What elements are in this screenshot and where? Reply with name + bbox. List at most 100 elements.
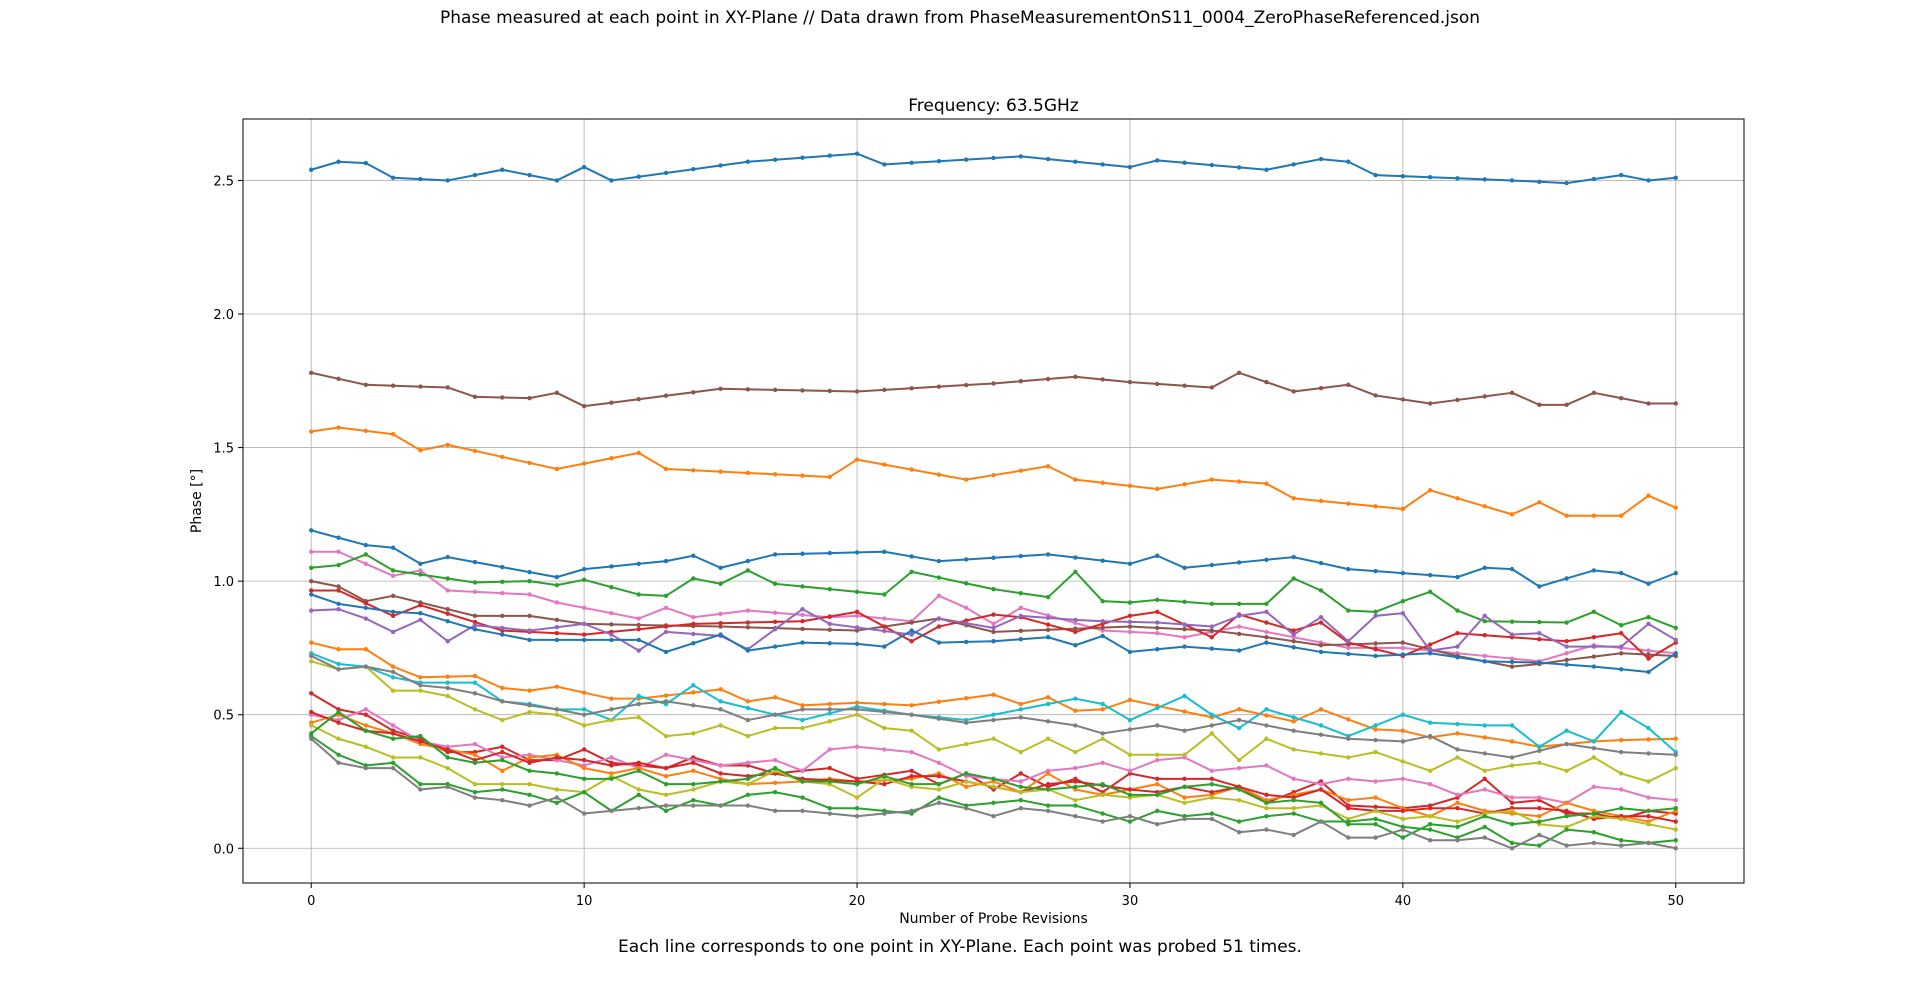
data-point	[1591, 755, 1597, 760]
data-point	[854, 814, 860, 819]
data-point	[1455, 631, 1460, 636]
data-point	[1673, 765, 1678, 771]
data-point	[527, 703, 532, 708]
data-point	[1673, 505, 1678, 510]
data-point	[1209, 601, 1215, 607]
series-line-20	[309, 709, 1678, 840]
data-point	[1673, 401, 1678, 406]
data-point	[1482, 633, 1487, 638]
data-point	[1209, 477, 1215, 482]
data-point	[1618, 651, 1624, 656]
data-point	[1564, 180, 1569, 186]
data-point	[691, 631, 696, 637]
data-point	[909, 639, 914, 644]
data-point	[1373, 641, 1378, 646]
data-point	[800, 584, 805, 589]
data-point	[691, 468, 696, 473]
data-point	[418, 602, 423, 608]
data-point	[1373, 822, 1378, 827]
data-point	[1045, 803, 1051, 808]
data-point	[554, 787, 560, 792]
data-point	[1318, 156, 1324, 162]
data-point	[909, 620, 914, 625]
data-point	[636, 592, 641, 597]
data-point	[336, 667, 341, 672]
data-point	[609, 564, 614, 569]
data-point	[827, 550, 832, 556]
data-point	[1509, 619, 1515, 624]
data-point	[1373, 647, 1378, 652]
data-point	[827, 621, 832, 627]
data-point	[1182, 709, 1187, 714]
data-point	[827, 711, 832, 716]
data-point	[663, 605, 669, 611]
data-point	[909, 749, 914, 755]
data-point	[1646, 751, 1651, 756]
data-point	[1127, 792, 1133, 798]
data-point	[309, 578, 314, 584]
data-point	[500, 768, 505, 773]
data-point	[1018, 613, 1023, 619]
data-point	[472, 589, 478, 595]
grid-lines	[243, 119, 1744, 883]
data-point	[445, 442, 450, 448]
data-point	[1618, 771, 1624, 776]
data-point	[827, 701, 832, 707]
data-point	[1209, 776, 1215, 782]
data-point	[772, 789, 778, 795]
data-point	[663, 733, 669, 739]
data-point	[909, 386, 914, 391]
data-point	[1400, 397, 1406, 402]
data-point	[609, 622, 614, 627]
data-point	[1400, 759, 1406, 764]
data-point	[309, 723, 314, 728]
data-point	[718, 632, 723, 637]
data-point	[1373, 613, 1378, 619]
data-point	[527, 760, 532, 765]
data-point	[1373, 609, 1378, 615]
data-point	[1564, 657, 1569, 663]
data-point	[1346, 736, 1351, 741]
data-point	[1209, 385, 1215, 390]
data-point	[1236, 717, 1242, 723]
data-point	[1537, 795, 1542, 800]
data-point	[1564, 728, 1569, 733]
data-point	[1346, 776, 1351, 782]
data-point	[1373, 737, 1378, 743]
data-point	[718, 687, 723, 692]
data-point	[718, 581, 723, 587]
data-point	[1318, 723, 1324, 728]
data-point	[1155, 792, 1160, 798]
data-point	[418, 617, 423, 623]
data-point	[500, 579, 505, 585]
data-point	[691, 781, 696, 787]
data-point	[1455, 721, 1460, 727]
data-point	[445, 606, 450, 612]
data-point	[1155, 723, 1160, 728]
data-point	[581, 723, 587, 728]
data-point	[1073, 643, 1078, 648]
data-point	[1018, 806, 1023, 811]
data-point	[691, 390, 696, 395]
data-point	[936, 159, 942, 164]
data-point	[1182, 622, 1187, 627]
data-point	[936, 795, 942, 800]
axis-ticks: 0 10 20 30 40 50 0.0 0.5 1.0 1.5 2.0 2.5	[213, 174, 1684, 909]
data-point	[1564, 808, 1569, 814]
data-point	[1509, 566, 1515, 572]
data-point	[609, 717, 614, 723]
data-point	[1209, 723, 1215, 728]
data-point	[472, 760, 478, 765]
data-point	[500, 685, 505, 691]
data-point	[772, 581, 778, 587]
data-point	[909, 712, 914, 717]
data-point	[1264, 806, 1269, 811]
data-point	[1618, 623, 1624, 628]
data-point	[1264, 736, 1269, 741]
data-point	[1155, 781, 1160, 787]
data-point	[882, 628, 887, 634]
data-point	[445, 639, 450, 644]
data-point	[472, 789, 478, 795]
series-line-5	[309, 549, 1678, 664]
